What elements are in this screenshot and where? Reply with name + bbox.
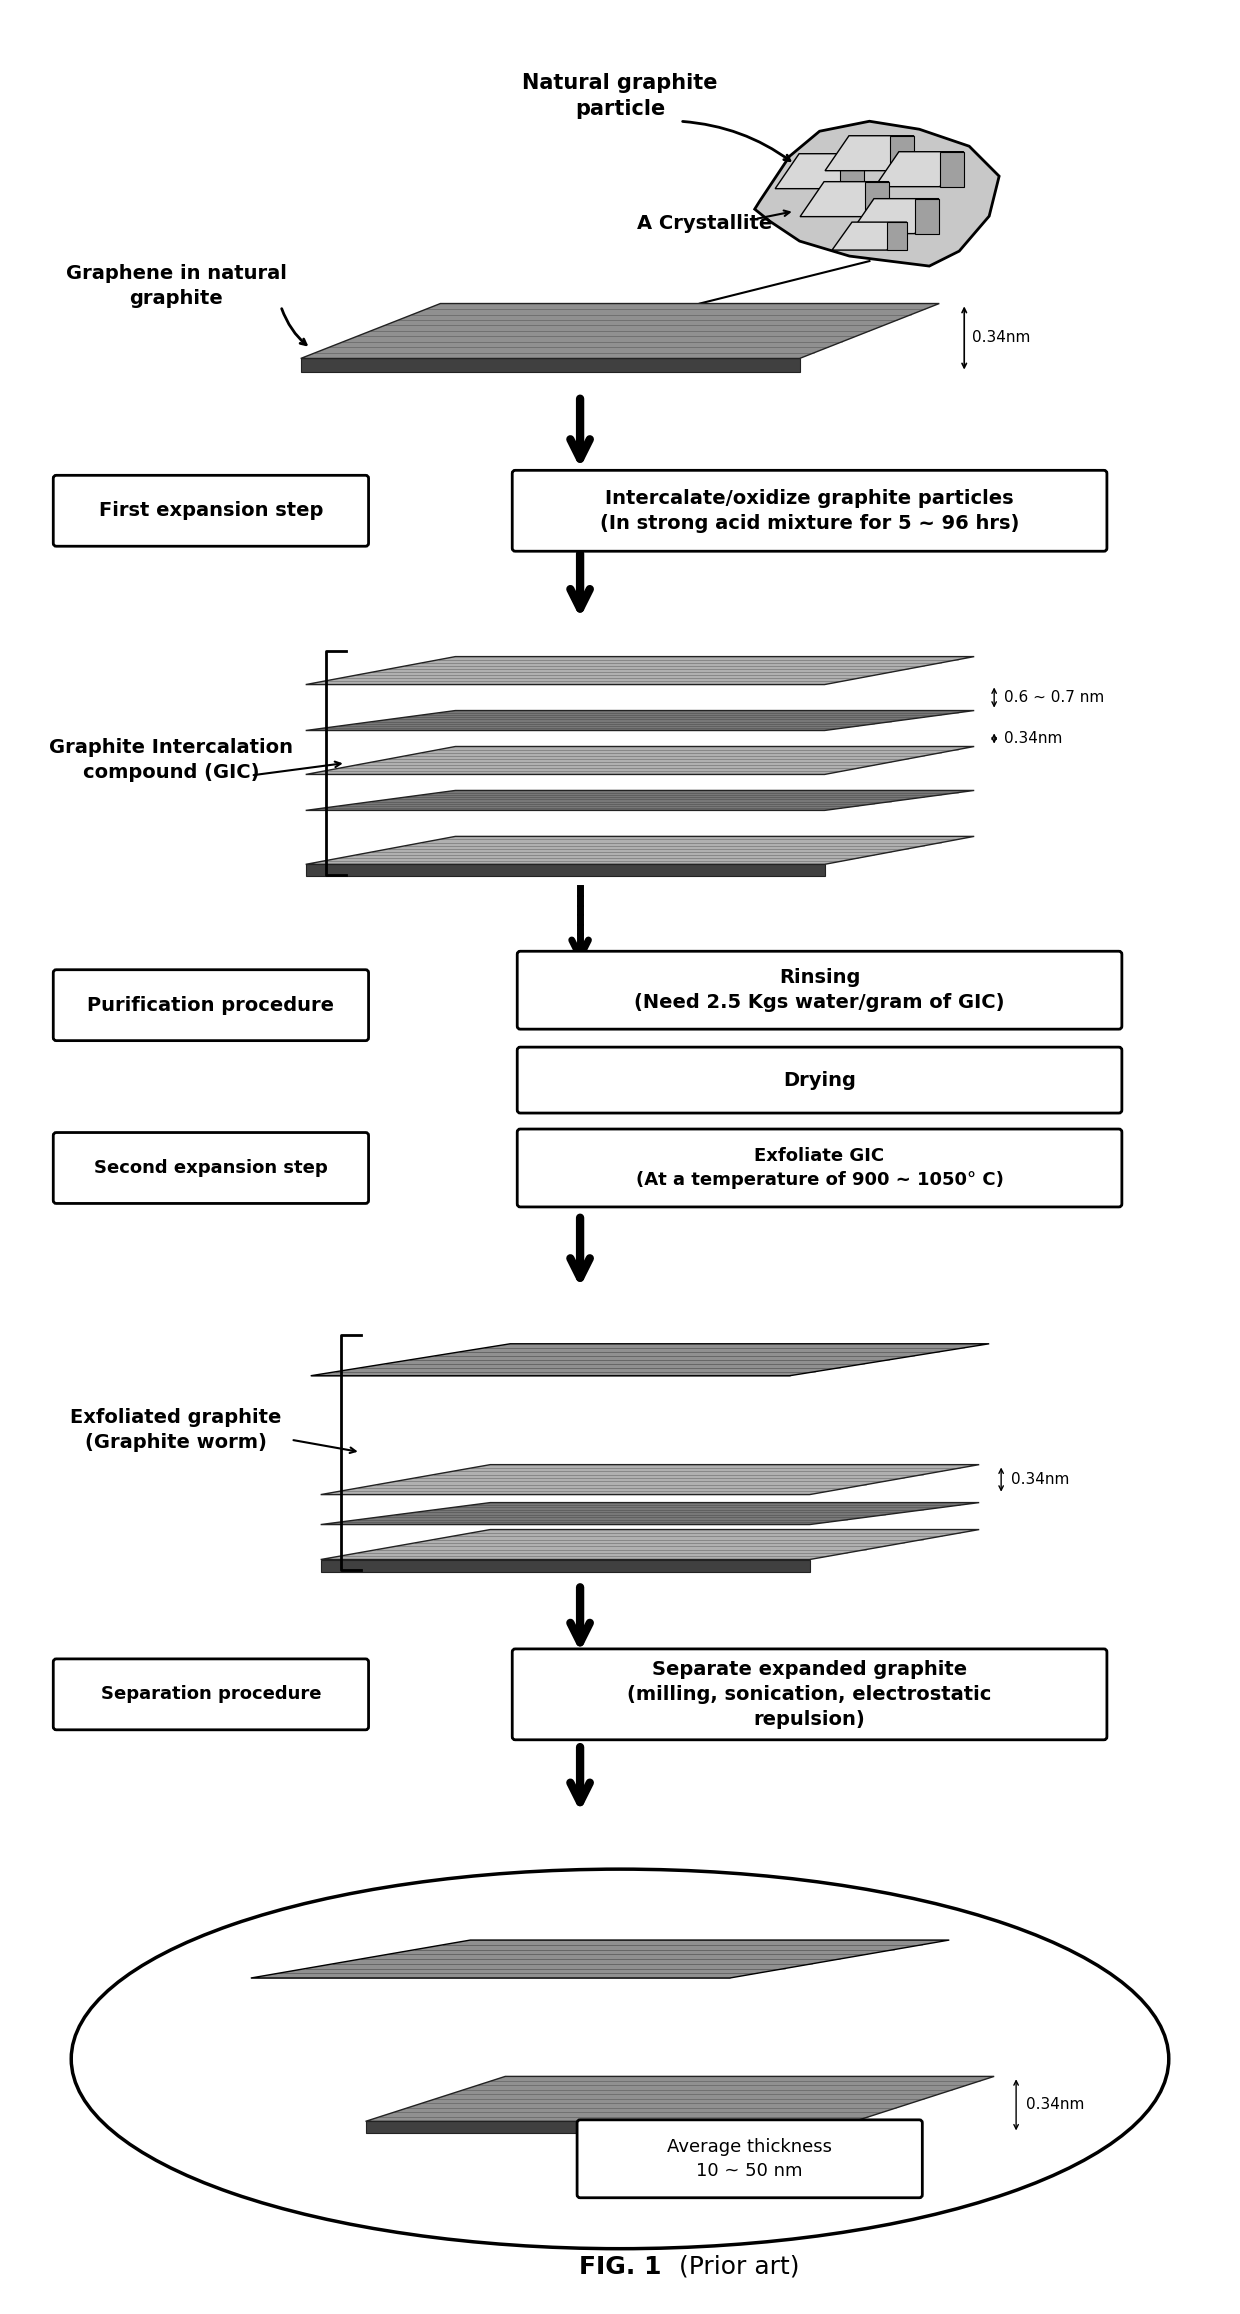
Text: Exfoliate GIC
(At a temperature of 900 ~ 1050° C): Exfoliate GIC (At a temperature of 900 ~… [636, 1148, 1003, 1189]
Polygon shape [825, 137, 914, 171]
FancyBboxPatch shape [512, 1650, 1107, 1740]
Polygon shape [321, 1465, 980, 1495]
Text: Drying: Drying [784, 1071, 856, 1090]
Text: Intercalate/oxidize graphite particles
(In strong acid mixture for 5 ~ 96 hrs): Intercalate/oxidize graphite particles (… [600, 488, 1019, 532]
Text: FIG. 1: FIG. 1 [579, 2254, 661, 2279]
Text: Average thickness
10 ~ 50 nm: Average thickness 10 ~ 50 nm [667, 2138, 832, 2180]
Polygon shape [321, 1502, 980, 1525]
Text: Second expansion step: Second expansion step [94, 1159, 327, 1178]
Text: Exfoliated graphite
(Graphite worm): Exfoliated graphite (Graphite worm) [71, 1407, 281, 1451]
Text: 0.34nm: 0.34nm [1004, 731, 1063, 745]
Polygon shape [306, 657, 975, 685]
Text: Separate expanded graphite
(milling, sonication, electrostatic
repulsion): Separate expanded graphite (milling, son… [627, 1659, 992, 1729]
Polygon shape [890, 137, 914, 171]
Text: Graphene in natural
graphite: Graphene in natural graphite [66, 264, 286, 308]
FancyBboxPatch shape [53, 1659, 368, 1731]
Polygon shape [311, 1344, 990, 1377]
Text: Natural graphite
particle: Natural graphite particle [522, 74, 718, 120]
Polygon shape [321, 1560, 810, 1571]
Polygon shape [366, 2076, 994, 2122]
Polygon shape [800, 183, 889, 218]
Polygon shape [940, 153, 963, 187]
Polygon shape [321, 1530, 980, 1560]
Polygon shape [366, 2122, 854, 2134]
Polygon shape [306, 835, 975, 865]
Polygon shape [306, 865, 825, 877]
FancyBboxPatch shape [53, 1132, 368, 1203]
Polygon shape [775, 153, 864, 190]
Polygon shape [301, 303, 939, 359]
Polygon shape [306, 791, 975, 810]
FancyBboxPatch shape [517, 1048, 1122, 1113]
Text: 0.34nm: 0.34nm [1025, 2096, 1085, 2113]
FancyBboxPatch shape [53, 474, 368, 546]
Ellipse shape [71, 1870, 1169, 2249]
Text: 0.6 ~ 0.7 nm: 0.6 ~ 0.7 nm [1004, 690, 1105, 706]
Text: (Prior art): (Prior art) [680, 2254, 800, 2279]
Text: Purification procedure: Purification procedure [87, 995, 335, 1014]
Polygon shape [849, 199, 939, 234]
Polygon shape [866, 183, 889, 218]
Polygon shape [250, 1939, 950, 1978]
Text: 0.34nm: 0.34nm [972, 331, 1030, 345]
Polygon shape [306, 710, 975, 731]
Text: Graphite Intercalation
compound (GIC): Graphite Intercalation compound (GIC) [50, 738, 293, 782]
Text: A Crystallite: A Crystallite [637, 213, 773, 234]
FancyBboxPatch shape [512, 470, 1107, 551]
Text: First expansion step: First expansion step [99, 502, 324, 521]
FancyBboxPatch shape [517, 951, 1122, 1030]
Polygon shape [306, 747, 975, 775]
Polygon shape [875, 153, 963, 187]
Text: Rinsing
(Need 2.5 Kgs water/gram of GIC): Rinsing (Need 2.5 Kgs water/gram of GIC) [635, 967, 1004, 1011]
Polygon shape [915, 199, 939, 234]
FancyBboxPatch shape [53, 970, 368, 1041]
Polygon shape [887, 222, 906, 250]
Text: Separation procedure: Separation procedure [100, 1685, 321, 1703]
Polygon shape [839, 153, 864, 190]
Polygon shape [301, 359, 800, 373]
Text: 0.34nm: 0.34nm [1011, 1472, 1069, 1488]
FancyBboxPatch shape [517, 1129, 1122, 1208]
Polygon shape [832, 222, 906, 250]
Polygon shape [755, 120, 999, 266]
FancyBboxPatch shape [577, 2120, 923, 2198]
